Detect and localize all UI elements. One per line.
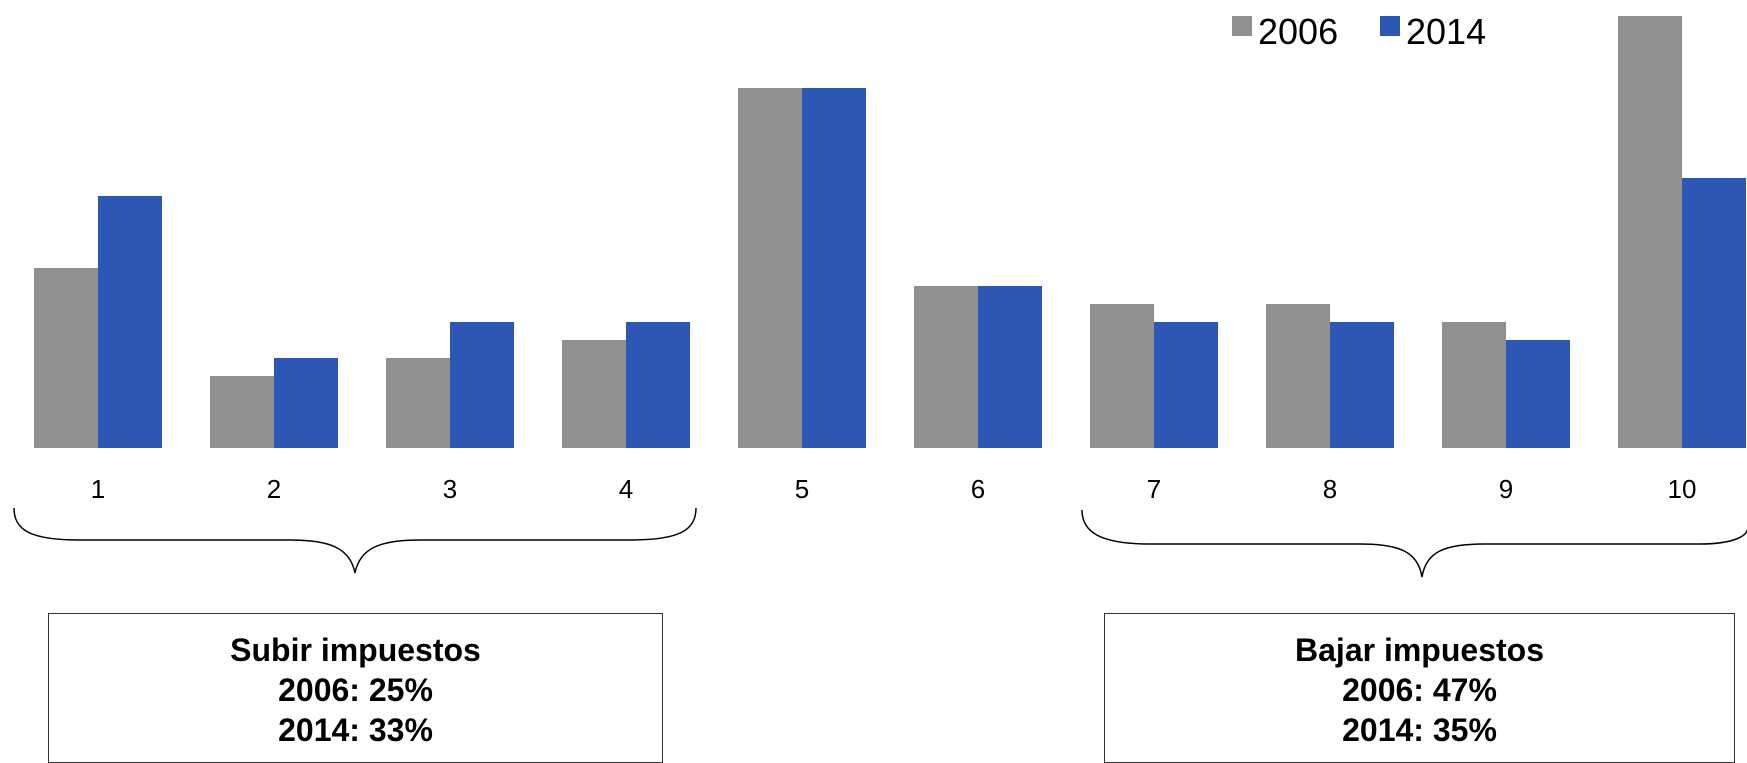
x-tick-label-3: 3 <box>443 474 457 504</box>
raise-taxes-2014: 2014: 33% <box>278 712 433 748</box>
bar-2014-3 <box>450 322 514 448</box>
bar-2006-4 <box>562 340 626 448</box>
lower-taxes-2006: 2006: 47% <box>1342 672 1497 708</box>
x-tick-labels: 1 2 3 4 5 6 7 8 9 10 <box>91 474 1697 504</box>
x-tick-label-2: 2 <box>267 474 281 504</box>
right-brace <box>1081 509 1747 578</box>
bar-2006-7 <box>1090 304 1154 448</box>
legend-label-2006: 2006 <box>1258 11 1338 52</box>
legend-swatch-2014 <box>1380 16 1400 36</box>
bar-2006-10 <box>1618 16 1682 448</box>
bar-2006-3 <box>386 358 450 448</box>
x-tick-label-7: 7 <box>1147 474 1161 504</box>
bar-2006-8 <box>1266 304 1330 448</box>
raise-taxes-title: Subir impuestos <box>230 632 481 668</box>
x-tick-label-1: 1 <box>91 474 105 504</box>
bar-2014-1 <box>98 196 162 448</box>
bar-2014-10 <box>1682 178 1746 448</box>
bar-2014-8 <box>1330 322 1394 448</box>
bar-2014-7 <box>1154 322 1218 448</box>
left-brace <box>13 507 697 574</box>
bar-2014-4 <box>626 322 690 448</box>
bar-2014-5 <box>802 88 866 448</box>
bar-2014-9 <box>1506 340 1570 448</box>
lower-taxes-2014: 2014: 35% <box>1342 712 1497 748</box>
x-tick-label-6: 6 <box>971 474 985 504</box>
x-tick-label-5: 5 <box>795 474 809 504</box>
legend-label-2014: 2014 <box>1406 11 1486 52</box>
bar-2006-6 <box>914 286 978 448</box>
bar-2006-2 <box>210 376 274 448</box>
legend: 2006 2014 <box>1232 11 1486 52</box>
bars-layer <box>34 16 1746 448</box>
x-tick-label-10: 10 <box>1668 474 1697 504</box>
bar-2006-9 <box>1442 322 1506 448</box>
lower-taxes-annotation: Bajar impuestos 2006: 47% 2014: 35% <box>1104 613 1735 763</box>
bar-2006-5 <box>738 88 802 448</box>
bar-2014-2 <box>274 358 338 448</box>
legend-swatch-2006 <box>1232 16 1252 36</box>
bar-2014-6 <box>978 286 1042 448</box>
x-tick-label-9: 9 <box>1499 474 1513 504</box>
x-tick-label-8: 8 <box>1323 474 1337 504</box>
raise-taxes-annotation: Subir impuestos 2006: 25% 2014: 33% <box>48 613 663 763</box>
raise-taxes-2006: 2006: 25% <box>278 672 433 708</box>
bar-2006-1 <box>34 268 98 448</box>
x-tick-label-4: 4 <box>619 474 633 504</box>
lower-taxes-title: Bajar impuestos <box>1295 632 1544 668</box>
